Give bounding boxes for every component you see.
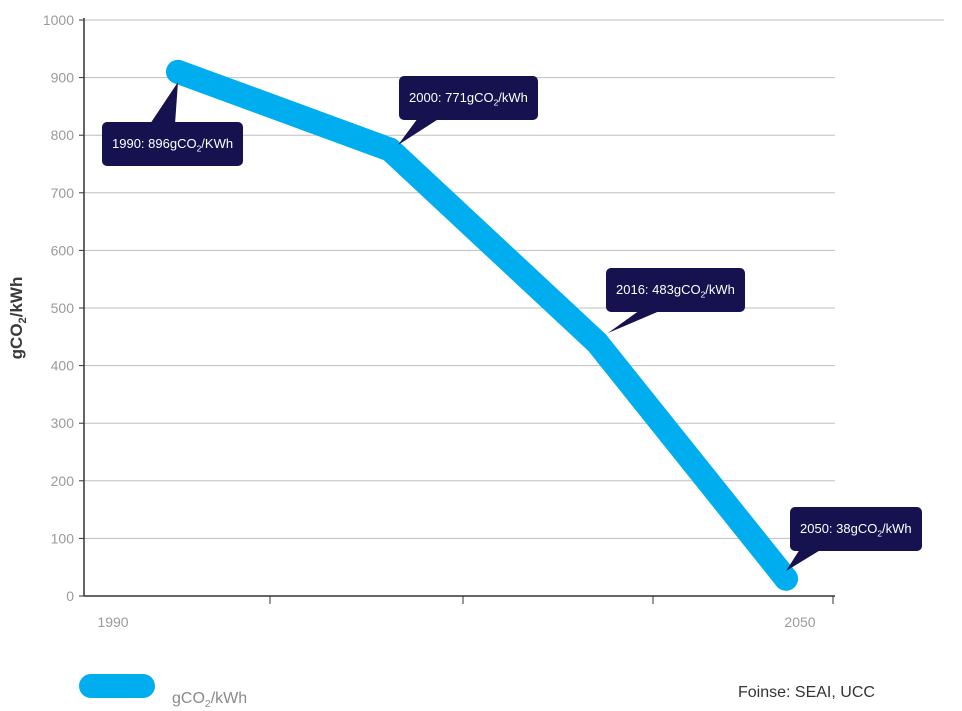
y-tick-label-500: 500 <box>51 300 75 316</box>
callout-pointer-1 <box>398 118 440 145</box>
y-tick-label-0: 0 <box>66 588 74 604</box>
data-point-2016 <box>585 330 609 355</box>
callout-pointer-2 <box>608 310 662 333</box>
y-axis-title: gCO2/kWh <box>6 276 30 360</box>
y-tick-label-900: 900 <box>51 70 75 86</box>
x-tick-label-1990: 1990 <box>97 614 128 630</box>
y-tick-label-300: 300 <box>51 415 75 431</box>
y-axis: 0 100 200 300 400 500 600 700 800 900 1000 <box>43 12 85 604</box>
y-tick-label-700: 700 <box>51 185 75 201</box>
annotation-2000: 2000: 771gCO2/kWh <box>399 76 538 120</box>
y-tick-label-1000: 1000 <box>43 12 74 28</box>
y-tick-label-100: 100 <box>51 530 75 546</box>
annotation-1990: 1990: 896gCO2/KWh <box>102 122 244 166</box>
annotation-2016: 2016: 483gCO2/kWh <box>606 268 745 312</box>
series-line <box>166 59 798 591</box>
y-tick-label-600: 600 <box>51 242 75 258</box>
callout-pointer-0 <box>150 82 178 124</box>
callout-pointers <box>150 82 822 571</box>
data-point-2050 <box>774 566 798 591</box>
data-point-1990 <box>166 59 190 84</box>
data-point-2000 <box>378 137 402 162</box>
x-axis: 1990 2050 <box>84 595 835 630</box>
y-tick-label-200: 200 <box>51 473 75 489</box>
legend-swatch <box>79 674 155 698</box>
y-tick-label-400: 400 <box>51 358 75 374</box>
y-tick-label-800: 800 <box>51 127 75 143</box>
x-tick-label-2050: 2050 <box>784 614 815 630</box>
callout-pointer-3 <box>786 549 822 571</box>
annotation-2050: 2050: 38gCO2/kWh <box>790 507 922 551</box>
source-note: Foinse: SEAI, UCC <box>738 684 875 701</box>
legend-label: gCO2/kWh <box>172 690 248 711</box>
series-layer <box>166 59 798 591</box>
